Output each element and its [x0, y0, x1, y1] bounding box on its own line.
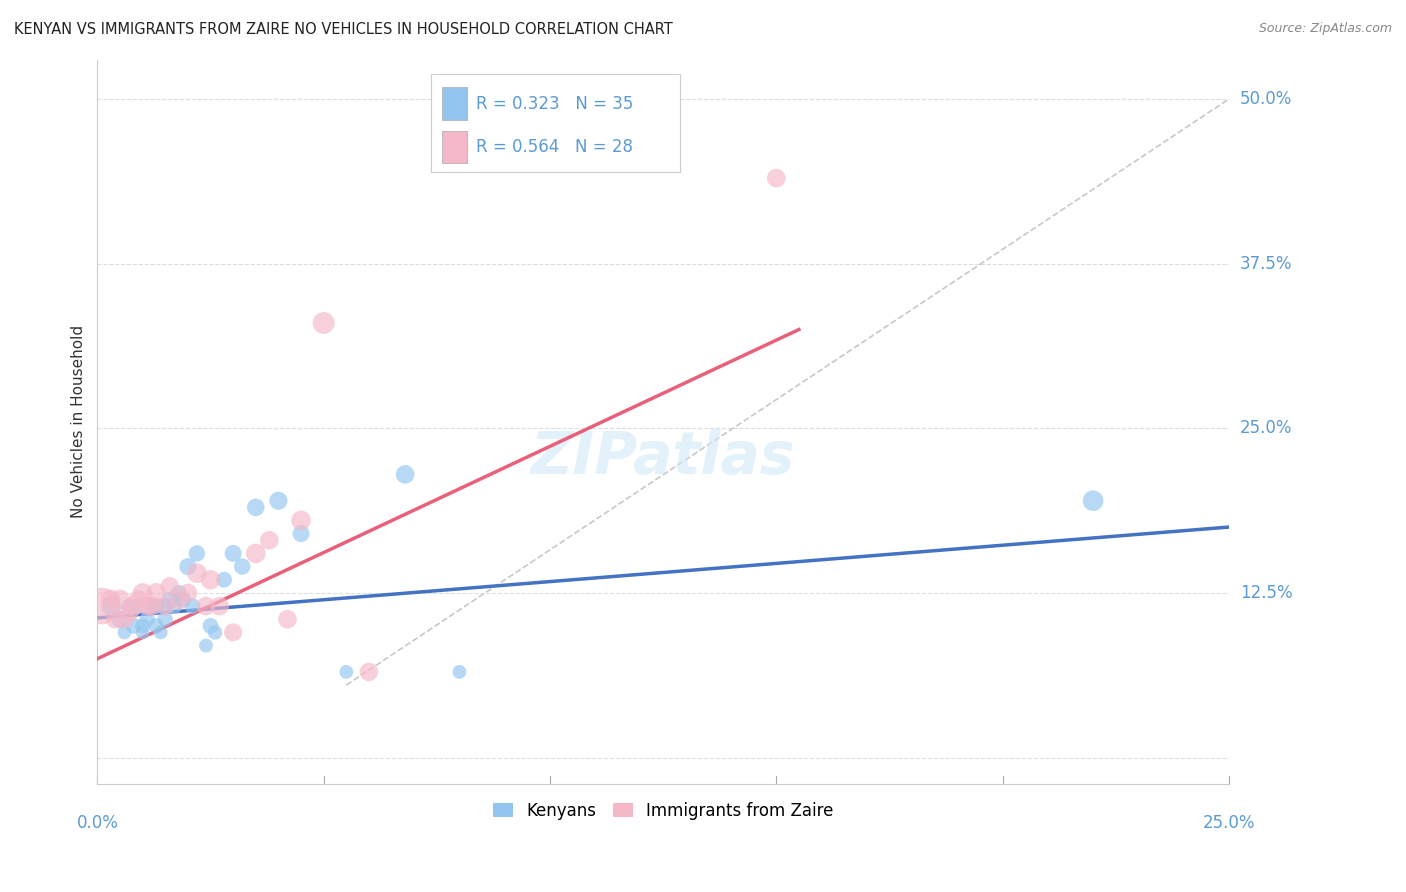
Point [449, 665, 471, 679]
Text: 25.0%: 25.0% [1240, 419, 1292, 437]
Point [114, 612, 136, 626]
Point [155, 599, 177, 613]
Point [131, 586, 153, 600]
Point [122, 619, 145, 633]
Point [155, 612, 177, 626]
Text: R = 0.323   N = 35: R = 0.323 N = 35 [477, 95, 634, 112]
Point [141, 599, 163, 613]
Y-axis label: No Vehicles in Household: No Vehicles in Household [72, 326, 86, 518]
Point [108, 612, 131, 626]
Point [122, 599, 145, 613]
Point [186, 546, 208, 560]
Point [765, 171, 787, 186]
Point [114, 625, 136, 640]
Text: KENYAN VS IMMIGRANTS FROM ZAIRE NO VEHICLES IN HOUSEHOLD CORRELATION CHART: KENYAN VS IMMIGRANTS FROM ZAIRE NO VEHIC… [14, 22, 673, 37]
Point [394, 467, 416, 482]
Point [172, 592, 194, 607]
Point [118, 606, 141, 620]
Point [127, 592, 149, 607]
Point [136, 599, 159, 613]
Text: 50.0%: 50.0% [1240, 90, 1292, 108]
Point [290, 514, 312, 528]
Point [276, 612, 298, 626]
Point [141, 599, 163, 613]
Point [145, 599, 167, 613]
Point [357, 665, 380, 679]
Point [222, 625, 245, 640]
Text: Source: ZipAtlas.com: Source: ZipAtlas.com [1258, 22, 1392, 36]
Point [290, 526, 312, 541]
Point [159, 579, 181, 593]
Point [212, 573, 235, 587]
FancyBboxPatch shape [443, 130, 467, 163]
Text: 12.5%: 12.5% [1240, 584, 1292, 602]
Point [177, 586, 200, 600]
Point [131, 625, 153, 640]
Point [127, 599, 149, 613]
Point [194, 599, 217, 613]
Point [167, 592, 190, 607]
Point [167, 586, 190, 600]
Point [177, 559, 200, 574]
Point [312, 316, 335, 330]
Point [100, 592, 122, 607]
Point [100, 599, 122, 613]
Point [200, 619, 222, 633]
Point [155, 599, 177, 613]
Point [222, 546, 245, 560]
Point [90, 599, 112, 613]
Point [108, 592, 131, 607]
Point [1081, 493, 1104, 508]
Point [200, 573, 222, 587]
Point [231, 559, 253, 574]
Point [259, 533, 281, 548]
Point [104, 612, 127, 626]
Text: 0.0%: 0.0% [76, 814, 118, 832]
Point [335, 665, 357, 679]
Text: R = 0.564   N = 28: R = 0.564 N = 28 [477, 138, 633, 156]
Point [245, 546, 267, 560]
Point [136, 612, 159, 626]
Point [131, 619, 153, 633]
Legend: Kenyans, Immigrants from Zaire: Kenyans, Immigrants from Zaire [486, 795, 841, 826]
Text: 25.0%: 25.0% [1202, 814, 1256, 832]
Point [204, 625, 226, 640]
FancyBboxPatch shape [432, 74, 681, 172]
Point [181, 599, 204, 613]
Point [159, 592, 181, 607]
Point [245, 500, 267, 515]
Point [145, 619, 167, 633]
Point [118, 599, 141, 613]
Point [267, 493, 290, 508]
Point [149, 625, 172, 640]
Point [163, 599, 186, 613]
Point [194, 639, 217, 653]
Text: 37.5%: 37.5% [1240, 255, 1292, 273]
Point [208, 599, 231, 613]
Point [186, 566, 208, 581]
Text: ZIPatlas: ZIPatlas [531, 429, 796, 486]
FancyBboxPatch shape [443, 87, 467, 120]
Point [145, 586, 167, 600]
